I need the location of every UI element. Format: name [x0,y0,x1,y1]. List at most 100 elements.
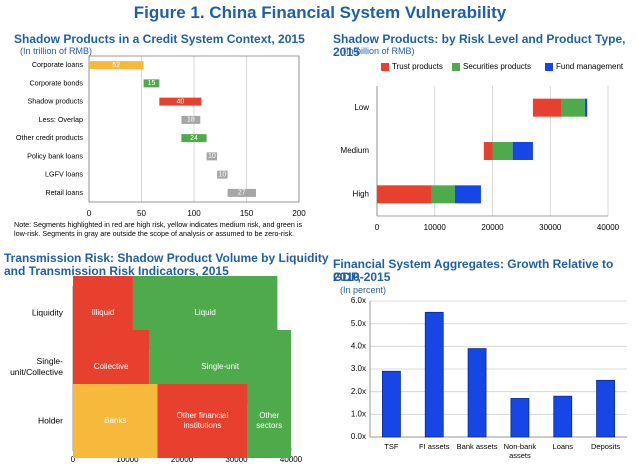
panel-b-bar-green [561,98,585,117]
panel-c-bar-red [157,384,248,458]
panel-a-bar-gray [227,188,256,197]
panel-c-category-label: Holder [38,415,63,425]
panel-c-category-label: Single- [37,356,64,366]
panel-a-category-label: LGFV loans [45,170,83,179]
panel-c-segment-label: Illiquid [92,308,115,317]
panel-a-data-label: 40 [176,98,184,105]
panel-b-bar-green [492,142,513,160]
panel-b-bar-blue [512,142,533,160]
panel-a-category-label: Corporate bonds [29,78,83,87]
panel-c-segment-label: Other financial [177,411,229,420]
panel-a-category-label: Less: Overlap [39,115,83,124]
panel-b-x-tick-label: 0 [375,223,380,232]
panel-b-bar-red [377,185,432,204]
panel-c-category-label: Liquidity [32,307,64,317]
panel-a-data-label: 52 [112,62,120,69]
panel-d-bar [467,348,487,438]
panel-d-category-label: Bank assets [457,442,498,451]
panel-d-y-tick-label: 5.0x [351,319,366,328]
panel-b-x-tick-label: 40000 [597,223,620,232]
panel-c-x-tick-label: 20000 [171,455,194,464]
panel-d-y-tick-label: 1.0x [351,409,366,418]
panel-a-x-tick-label: 50 [137,209,146,218]
panel-a-category-label: Other credit products [16,133,84,142]
panel-a-x-tick-label: 0 [87,209,92,218]
panel-b-x-tick-label: 20000 [481,223,504,232]
panel-c-x-tick-label: 40000 [280,455,303,464]
panel-b-category-label: Low [354,103,369,112]
panel-d-subtitle: (In percent) [340,285,387,295]
panel-a-data-label: 10 [208,153,216,160]
panel-a-category-label: Policy bank loans [27,151,83,160]
panel-d-bar [596,379,615,438]
panel-c-bar-yellow [73,384,158,458]
panel-b-legend-label: Trust products [392,62,443,71]
panel-a-data-label: 18 [187,117,195,124]
panel-b-legend-label: Securities products [463,62,531,71]
panel-c-x-tick-label: 0 [71,455,76,464]
panel-b-bar-blue [584,98,588,117]
panel-c-x-tick-label: 30000 [225,455,248,464]
panel-b-bar-blue [454,185,481,204]
panel-d-category-label: Deposits [591,442,620,451]
panel-a-x-tick-label: 200 [292,209,306,218]
panel-a-bar-yellow [89,61,144,70]
panel-b-legend-swatch [381,63,389,71]
panel-c-segment-label: institutions [184,421,222,430]
panel-a-note: Note: Segments highlighted in red are hi… [14,220,303,238]
panel-a-category-label: Corporate loans [32,60,84,69]
panel-a-subtitle: (In trillion of RMB) [20,46,93,56]
panel-b-legend-swatch [545,63,553,71]
panel-a-bar-green [143,79,160,88]
panel-b-legend-label: Fund management [556,62,624,71]
panel-a-data-label: 15 [148,80,156,87]
panel-c-segment-label: sectors [256,421,282,430]
panel-d-category-label: assets [509,451,531,460]
panel-c-segment-label: Liquid [194,308,215,317]
panel-d-category-label: Loans [553,442,574,451]
panel-a-title: Shadow Products in a Credit System Conte… [14,32,305,46]
panel-a-x-tick-label: 150 [240,209,254,218]
panel-d-category-label: TSF [384,442,399,451]
panel-a-bar-red [159,97,202,106]
panel-a-bar-gray [206,152,218,161]
panel-c-title-line2: and Transmission Risk Indicators, 2015 [4,264,229,278]
panel-a-bar-green [181,134,207,143]
panel-b-bar-green [431,185,455,204]
panel-c-category-label: unit/Collective [10,367,63,377]
panel-d-category-label: Non-bank [504,442,537,451]
panel-c-bar-green [247,384,291,458]
panel-c-segment-label: Other [259,411,279,420]
panel-b-subtitle: (In billion of RMB) [343,46,415,56]
panel-d-title-line2: 2010-2015 [333,270,391,284]
panel-a-data-label: 27 [238,190,246,197]
panel-d-y-tick-label: 6.0x [351,296,366,305]
panel-d-category-label: FI assets [419,442,450,451]
panel-b-bar-red [483,142,493,160]
panel-b-bar-red [532,98,562,117]
panel-d-bar [553,395,573,438]
panel-d-y-tick-label: 0.0x [351,432,366,441]
panel-d-title-line1: Financial System Aggregates: Growth Rela… [333,257,614,284]
panel-a-bar-gray [217,170,228,179]
panel-d-y-tick-label: 2.0x [351,387,366,396]
panel-a-bar-gray [181,115,201,124]
panel-d-bar [510,398,530,438]
panel-c-segment-label: Single-unit [201,362,240,371]
panel-a-x-tick-label: 100 [187,209,201,218]
panel-d-y-tick-label: 4.0x [351,341,366,350]
panel-c-segment-label: Collective [94,362,129,371]
panel-a-data-label: 10 [218,171,226,178]
panel-a-category-label: Retail loans [45,188,83,197]
panel-b-title: Shadow Products: by Risk Level and Produ… [333,32,626,59]
panel-b-x-tick-label: 10000 [424,223,447,232]
panel-b-category-label: Medium [341,146,370,155]
panel-b-category-label: High [353,189,369,198]
panel-a-data-label: 24 [190,135,198,142]
figure-title: Figure 1. China Financial System Vulnera… [133,3,507,22]
panel-b-legend-swatch [452,63,460,71]
panel-d-y-tick-label: 3.0x [351,364,366,373]
panel-a-category-label: Shadow products [27,97,83,106]
